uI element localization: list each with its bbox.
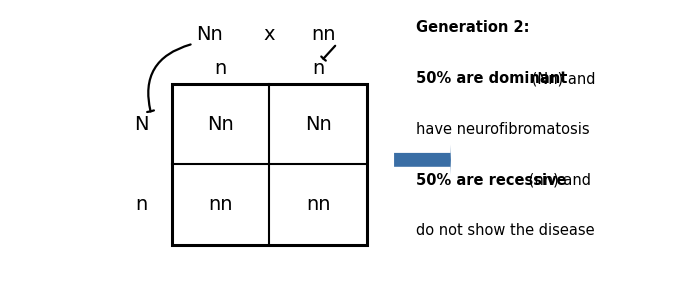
Text: (nn) and: (nn) and bbox=[524, 173, 592, 188]
Text: n: n bbox=[214, 59, 227, 78]
Bar bbox=[172, 84, 367, 245]
Text: Nn: Nn bbox=[207, 115, 234, 134]
Text: Nn: Nn bbox=[304, 115, 331, 134]
Text: 50% are dominant: 50% are dominant bbox=[416, 71, 568, 86]
Text: x: x bbox=[263, 25, 275, 44]
Text: nn: nn bbox=[208, 195, 232, 214]
Text: nn: nn bbox=[306, 195, 330, 214]
Text: nn: nn bbox=[312, 25, 336, 44]
Text: n: n bbox=[136, 195, 148, 214]
Text: N: N bbox=[134, 115, 149, 134]
Text: Nn: Nn bbox=[196, 25, 223, 44]
Text: (Nn) and: (Nn) and bbox=[527, 71, 596, 86]
Text: Generation 2:: Generation 2: bbox=[416, 20, 530, 35]
Text: have neurofibromatosis: have neurofibromatosis bbox=[416, 122, 590, 137]
Text: 50% are recessive: 50% are recessive bbox=[416, 173, 567, 188]
Text: n: n bbox=[312, 59, 324, 78]
Text: do not show the disease: do not show the disease bbox=[416, 223, 595, 238]
